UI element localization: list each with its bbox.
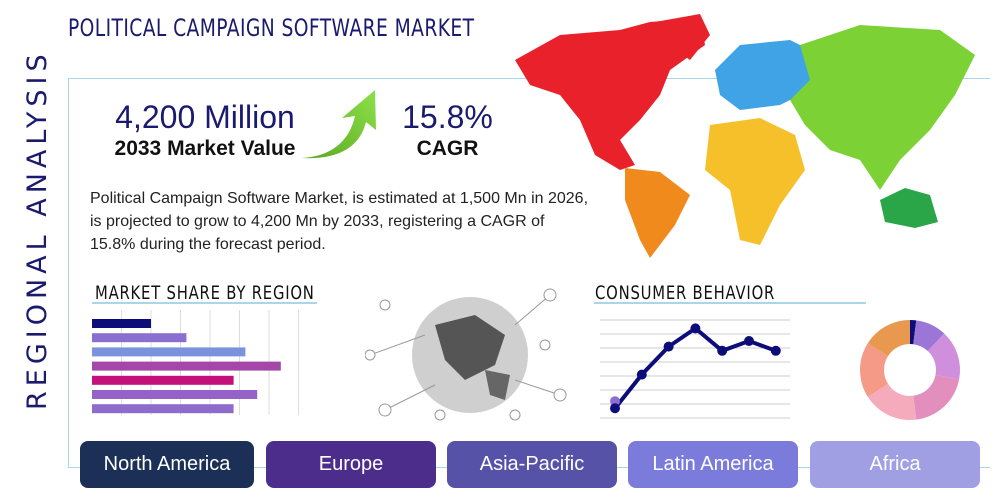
data-point xyxy=(636,369,647,380)
donut-slice xyxy=(867,320,910,357)
growth-arrow-icon xyxy=(302,90,376,159)
tab-latin-america[interactable]: Latin America xyxy=(628,441,798,488)
map-north-america xyxy=(515,18,705,170)
market-description: Political Campaign Software Market, is e… xyxy=(90,190,589,253)
consumer-line-chart xyxy=(600,319,790,419)
donut-slice xyxy=(927,333,960,380)
cagr-value: 15.8% xyxy=(402,99,493,135)
map-asia xyxy=(790,25,975,190)
map-south-america xyxy=(625,168,690,258)
divider xyxy=(92,302,317,304)
cagr-label: CAGR xyxy=(416,137,479,160)
market-share-bar-chart xyxy=(92,310,299,415)
globe-network-icon xyxy=(365,288,567,421)
page-title: POLITICAL CAMPAIGN SOFTWARE MARKET xyxy=(68,14,475,42)
tab-europe[interactable]: Europe xyxy=(266,441,436,488)
market-value: 4,200 Million xyxy=(115,99,295,135)
data-point xyxy=(610,403,620,414)
tab-asia-pacific[interactable]: Asia-Pacific xyxy=(447,441,617,488)
data-point xyxy=(690,323,701,334)
consumer-donut-chart xyxy=(860,320,960,420)
donut-slice xyxy=(913,374,960,420)
donut-slice xyxy=(910,320,917,345)
data-point xyxy=(663,341,674,352)
bar xyxy=(92,390,258,399)
bar xyxy=(92,333,187,343)
bar xyxy=(92,361,281,371)
market-value-label: 2033 Market Value xyxy=(114,137,296,160)
map-africa xyxy=(705,118,805,245)
map-oceania xyxy=(880,188,938,228)
tab-north-america[interactable]: North America xyxy=(80,441,254,488)
donut-slice xyxy=(913,320,945,352)
donut-slice xyxy=(860,343,889,397)
donut-slice xyxy=(867,383,917,420)
market-share-heading: MARKET SHARE BY REGION xyxy=(95,282,315,304)
consumer-behavior-heading: CONSUMER BEHAVIOR xyxy=(595,282,776,304)
bar xyxy=(92,319,151,328)
data-point xyxy=(770,345,781,356)
side-label: REGIONAL ANALYSIS xyxy=(22,49,53,410)
world-map xyxy=(515,14,975,258)
data-point xyxy=(610,396,620,407)
bar xyxy=(92,404,234,414)
market-value-block: 4,200 Million 2033 Market Value xyxy=(90,98,320,161)
map-greenland xyxy=(655,14,710,60)
bar xyxy=(92,375,234,385)
divider xyxy=(594,302,866,304)
cagr-block: 15.8% CAGR xyxy=(385,98,510,161)
data-point xyxy=(717,345,728,356)
data-point xyxy=(744,336,754,346)
map-europe xyxy=(715,40,820,110)
tab-africa[interactable]: Africa xyxy=(810,441,980,488)
bar xyxy=(92,347,246,357)
